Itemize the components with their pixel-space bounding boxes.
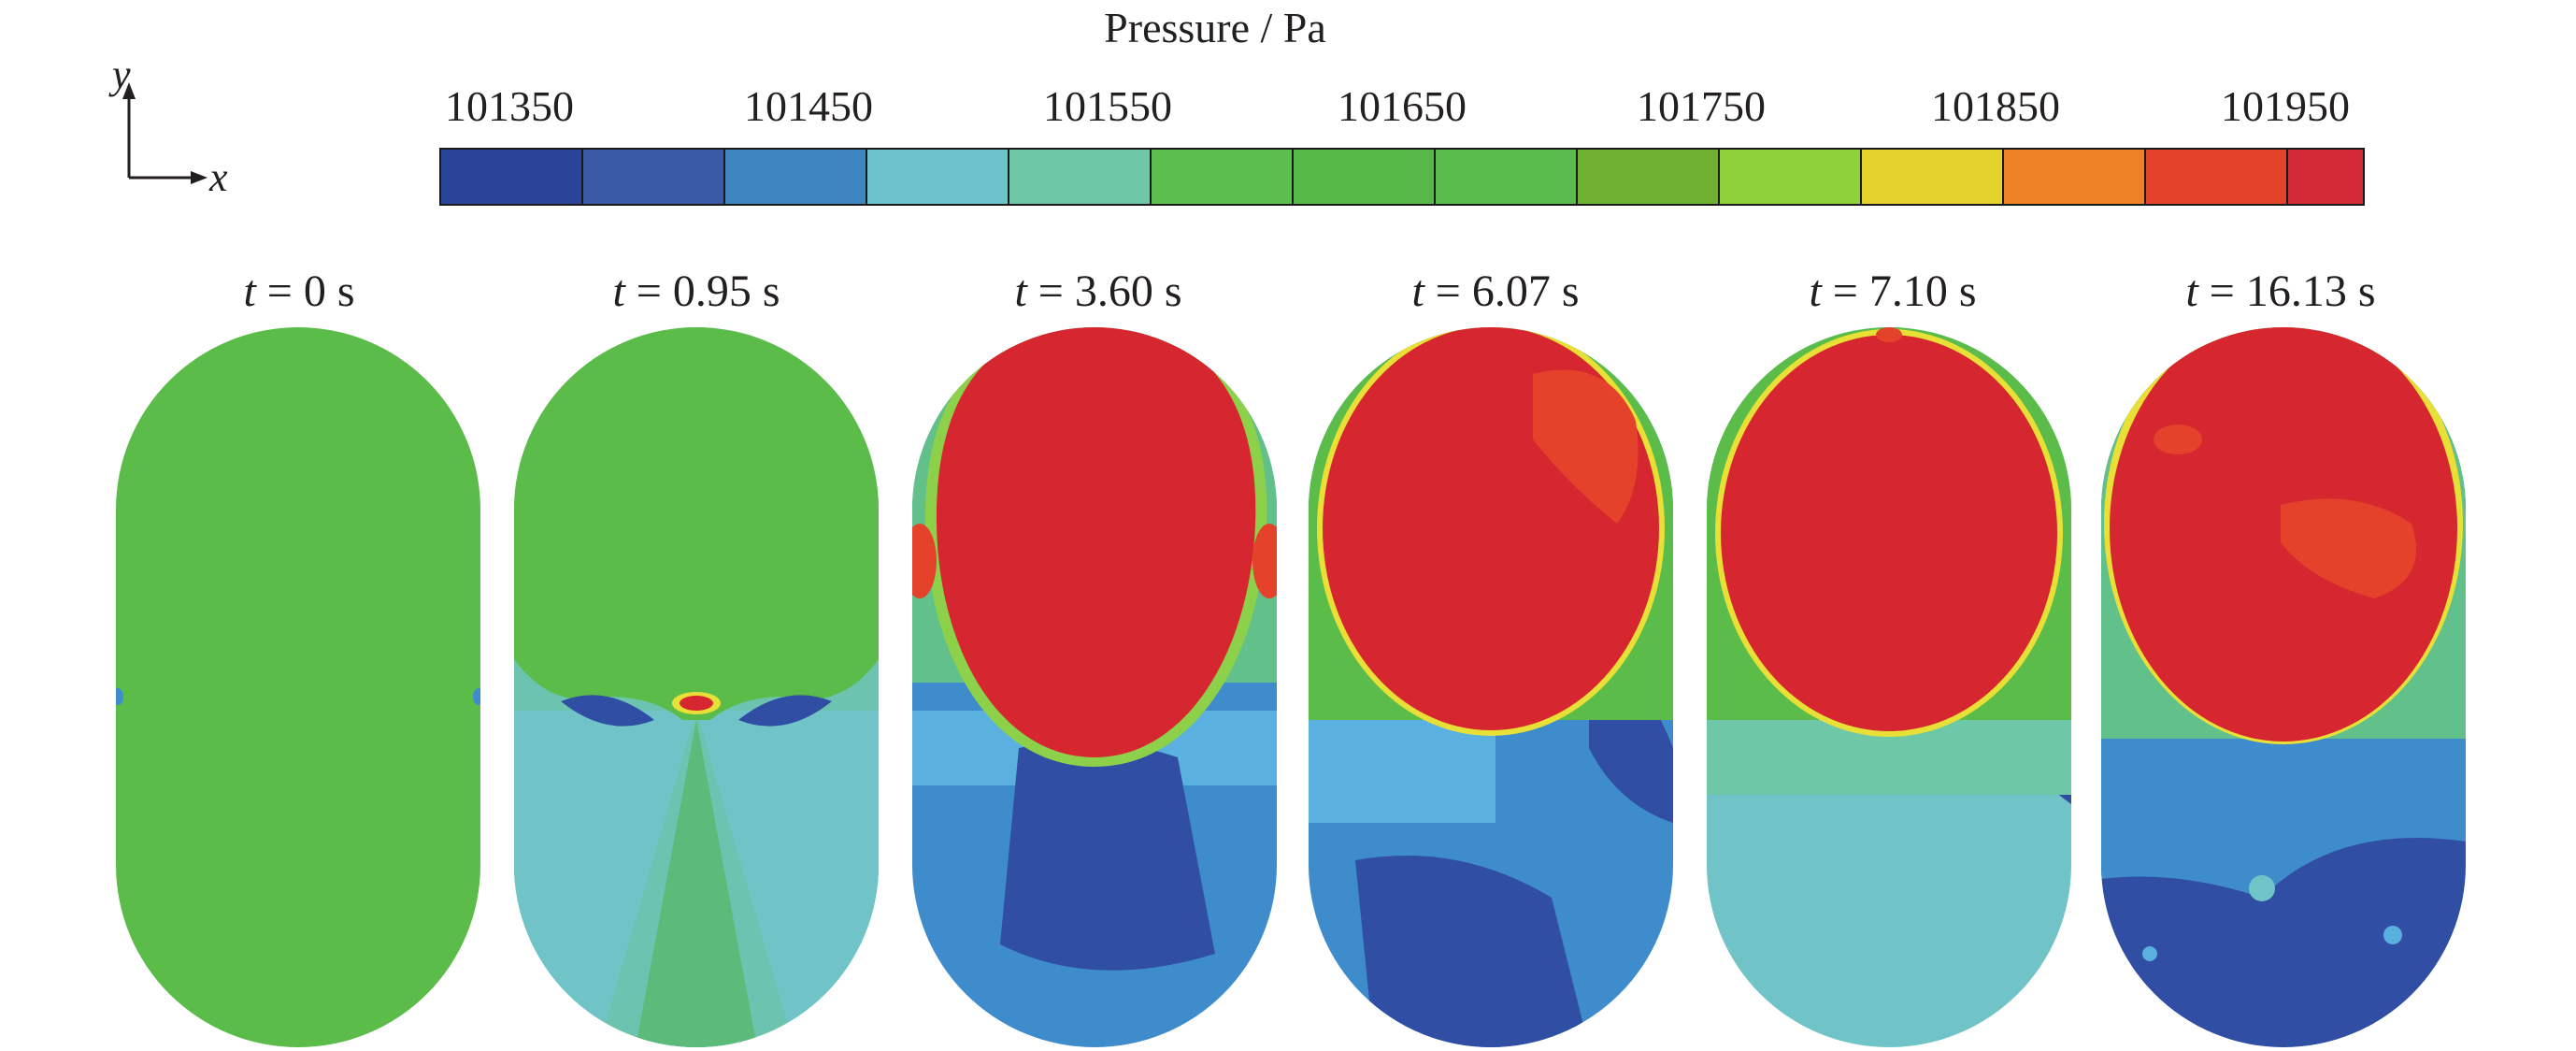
y-arrowhead bbox=[122, 82, 136, 99]
low-pressure-region bbox=[1355, 856, 1589, 1047]
time-value: = 3.60 s bbox=[1038, 266, 1182, 316]
bubble-spot bbox=[2383, 926, 2402, 944]
colorbar-tick-label: 101350 bbox=[445, 82, 574, 130]
colorbar-segment bbox=[1436, 150, 1578, 204]
colorbar-segment bbox=[867, 150, 1009, 204]
colorbar-segment bbox=[2288, 150, 2363, 204]
low-pressure-lobe bbox=[738, 695, 832, 727]
colorbar-segment bbox=[1294, 150, 1436, 204]
bubble-tip bbox=[1876, 327, 1902, 342]
high-pressure-bubble bbox=[680, 696, 713, 711]
colorbar-tick-label: 101850 bbox=[1931, 82, 2060, 130]
time-value: = 0.95 s bbox=[636, 266, 780, 316]
low-pressure-region bbox=[1000, 741, 1215, 971]
colorbar-segment bbox=[1152, 150, 1294, 204]
time-value: = 16.13 s bbox=[2209, 266, 2376, 316]
colorbar-tick-label: 101450 bbox=[744, 82, 873, 130]
time-value: = 6.07 s bbox=[1435, 266, 1580, 316]
time-variable: t bbox=[243, 266, 256, 316]
x-axis-label: x bbox=[209, 154, 228, 200]
colorbar-tick-label: 101550 bbox=[1043, 82, 1172, 130]
time-variable: t bbox=[1809, 266, 1822, 316]
time-variable: t bbox=[1411, 266, 1424, 316]
pressure-patch bbox=[1533, 369, 1639, 524]
time-label: t = 7.10 s bbox=[1715, 264, 2070, 320]
pressure-patch bbox=[2154, 425, 2202, 454]
colorbar-segment bbox=[2146, 150, 2288, 204]
pressure-region bbox=[2101, 729, 2466, 898]
inlet-spot bbox=[473, 688, 480, 705]
time-value: = 0 s bbox=[266, 266, 355, 316]
inlet-spot bbox=[116, 688, 123, 705]
colorbar-tick-label: 101950 bbox=[2221, 82, 2350, 130]
pressure-region-left bbox=[514, 711, 696, 1047]
time-variable: t bbox=[2185, 266, 2198, 316]
time-label: t = 6.07 s bbox=[1318, 264, 1673, 320]
pressure-region-cone bbox=[636, 720, 757, 1047]
time-variable: t bbox=[612, 266, 625, 316]
bubble-spot bbox=[2249, 875, 2275, 901]
edge-highlight bbox=[912, 524, 937, 598]
time-label: t = 0 s bbox=[122, 264, 477, 320]
pressure-region-upper bbox=[514, 327, 879, 720]
colorbar-segment bbox=[1720, 150, 1862, 204]
colorbar-segment bbox=[1578, 150, 1720, 204]
pressure-patch bbox=[2281, 498, 2416, 598]
high-pressure-bubble bbox=[936, 327, 1256, 757]
colorbar-tick-label: 101650 bbox=[1338, 82, 1467, 130]
contour-panel-4 bbox=[1707, 327, 2071, 1047]
y-axis-label: y bbox=[112, 51, 131, 97]
time-value: = 7.10 s bbox=[1832, 266, 1977, 316]
colorbar-segment bbox=[1009, 150, 1152, 204]
time-variable: t bbox=[1014, 266, 1027, 316]
pressure-field bbox=[116, 327, 480, 1047]
axis-indicator bbox=[122, 82, 208, 184]
high-pressure-bubble bbox=[1721, 335, 2057, 731]
contour-panel-5 bbox=[2101, 327, 2466, 1047]
colorbar-title: Pressure / Pa bbox=[1104, 4, 1326, 51]
colorbar bbox=[439, 148, 2365, 206]
contour-panel-0 bbox=[116, 327, 480, 1047]
colorbar-tick-label: 101750 bbox=[1637, 82, 1766, 130]
colorbar-segment bbox=[583, 150, 725, 204]
bubble-spot bbox=[2142, 946, 2157, 961]
colorbar-segment bbox=[2004, 150, 2146, 204]
colorbar-segment bbox=[441, 150, 583, 204]
colorbar-segment bbox=[1862, 150, 2004, 204]
contour-panel-1 bbox=[514, 327, 879, 1047]
contour-panel-3 bbox=[1309, 327, 1673, 1047]
contour-panel-2 bbox=[912, 327, 1277, 1047]
colorbar-segment bbox=[725, 150, 867, 204]
x-arrowhead bbox=[191, 171, 208, 184]
edge-highlight bbox=[1252, 524, 1277, 598]
time-label: t = 0.95 s bbox=[519, 264, 874, 320]
low-pressure-lobe bbox=[561, 695, 654, 727]
pressure-region-right bbox=[696, 711, 879, 1047]
time-label: t = 3.60 s bbox=[921, 264, 1276, 320]
time-label: t = 16.13 s bbox=[2103, 264, 2458, 320]
